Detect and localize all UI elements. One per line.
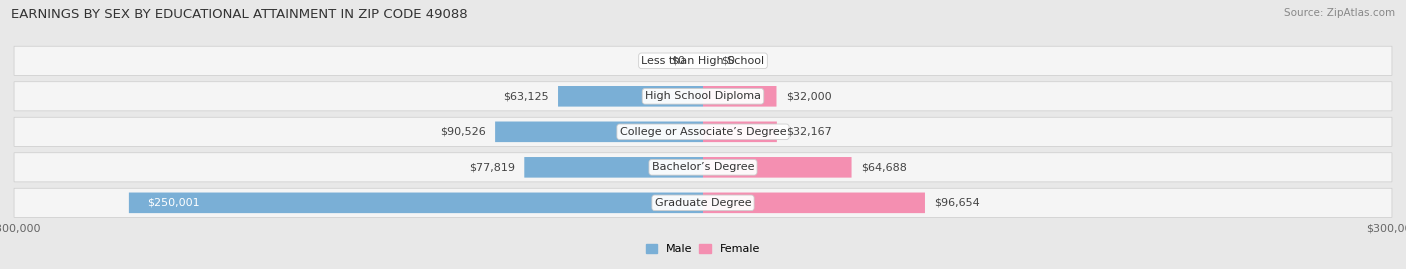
FancyBboxPatch shape	[495, 122, 703, 142]
Legend: Male, Female: Male, Female	[647, 244, 759, 254]
FancyBboxPatch shape	[14, 188, 1392, 217]
Text: $96,654: $96,654	[934, 198, 980, 208]
Text: $32,167: $32,167	[786, 127, 832, 137]
FancyBboxPatch shape	[703, 86, 776, 107]
Text: $90,526: $90,526	[440, 127, 486, 137]
Text: $32,000: $32,000	[786, 91, 831, 101]
Text: $63,125: $63,125	[503, 91, 548, 101]
Text: Graduate Degree: Graduate Degree	[655, 198, 751, 208]
FancyBboxPatch shape	[14, 46, 1392, 75]
FancyBboxPatch shape	[129, 193, 703, 213]
FancyBboxPatch shape	[558, 86, 703, 107]
FancyBboxPatch shape	[14, 153, 1392, 182]
Text: Bachelor’s Degree: Bachelor’s Degree	[652, 162, 754, 172]
FancyBboxPatch shape	[703, 157, 852, 178]
Text: EARNINGS BY SEX BY EDUCATIONAL ATTAINMENT IN ZIP CODE 49088: EARNINGS BY SEX BY EDUCATIONAL ATTAINMEN…	[11, 8, 468, 21]
Text: $0: $0	[671, 56, 685, 66]
Text: $0: $0	[721, 56, 735, 66]
Text: College or Associate’s Degree: College or Associate’s Degree	[620, 127, 786, 137]
FancyBboxPatch shape	[524, 157, 703, 178]
Text: $250,001: $250,001	[148, 198, 200, 208]
Text: High School Diploma: High School Diploma	[645, 91, 761, 101]
FancyBboxPatch shape	[703, 193, 925, 213]
FancyBboxPatch shape	[14, 82, 1392, 111]
Text: $64,688: $64,688	[860, 162, 907, 172]
FancyBboxPatch shape	[703, 122, 778, 142]
Text: Source: ZipAtlas.com: Source: ZipAtlas.com	[1284, 8, 1395, 18]
Text: Less than High School: Less than High School	[641, 56, 765, 66]
Text: $77,819: $77,819	[470, 162, 515, 172]
FancyBboxPatch shape	[14, 117, 1392, 146]
